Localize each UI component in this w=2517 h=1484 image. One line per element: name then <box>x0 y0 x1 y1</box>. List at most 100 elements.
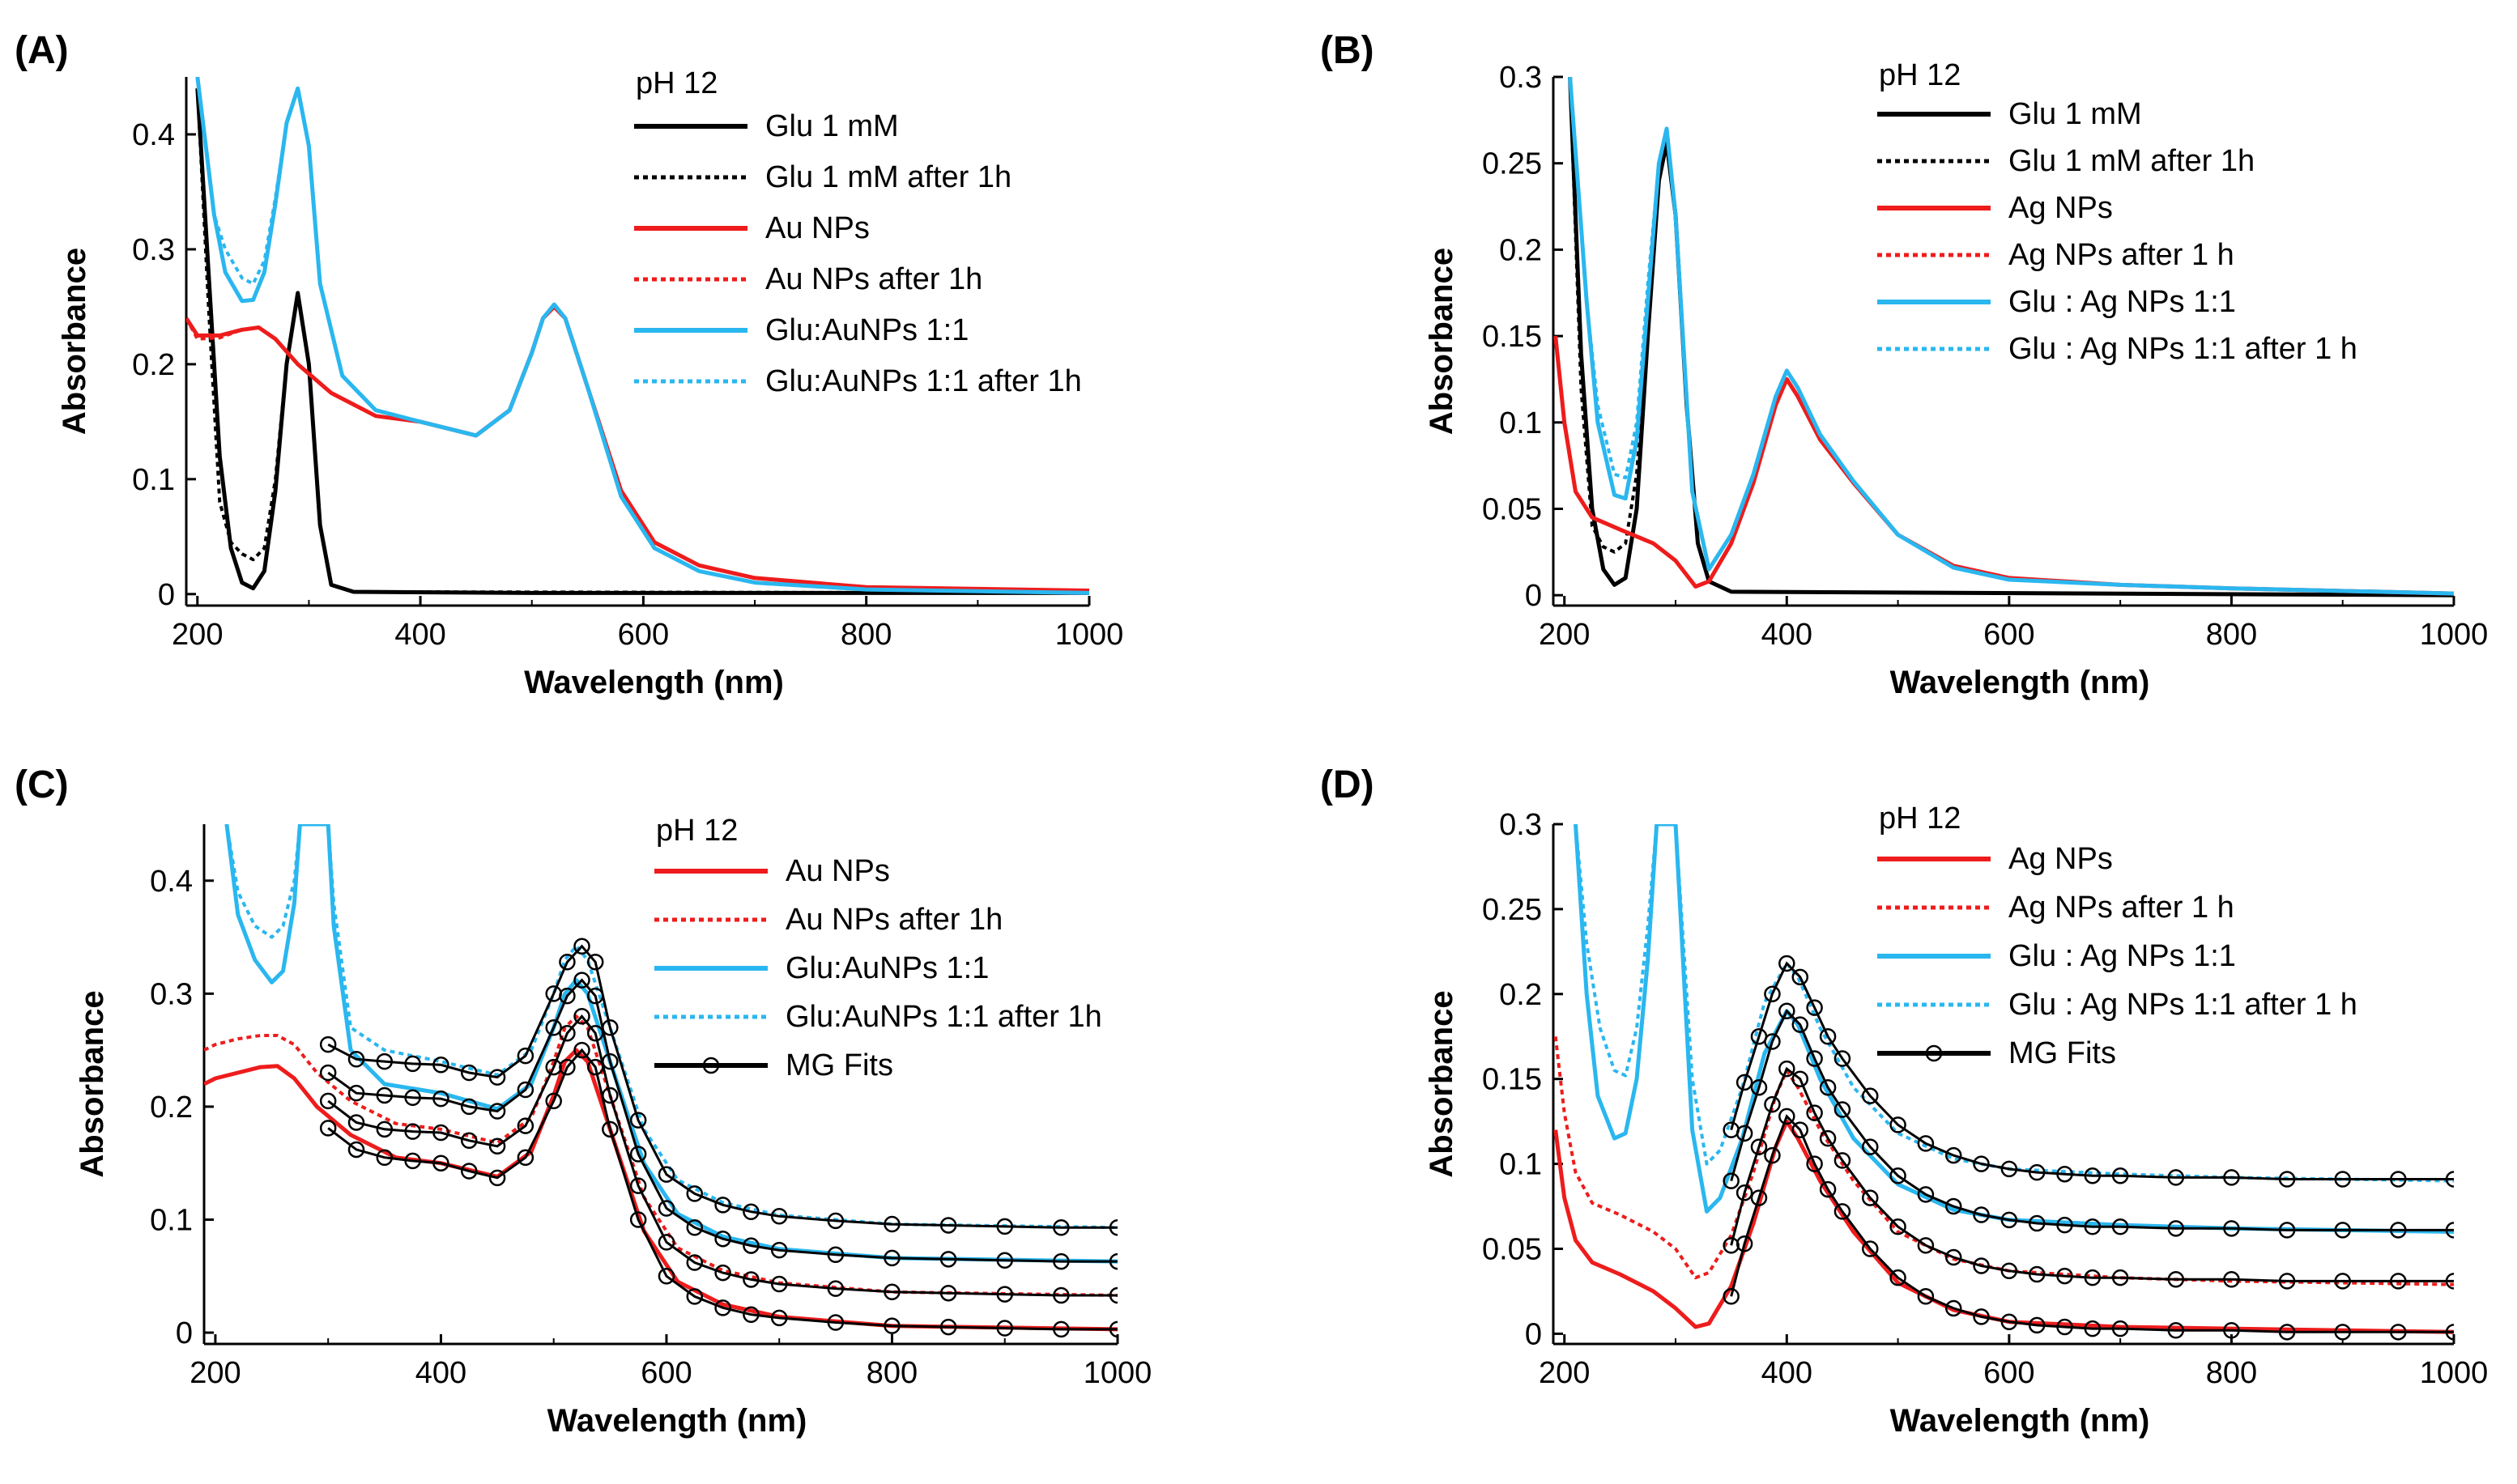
fit-marker <box>827 1280 845 1297</box>
fit-marker <box>2167 1220 2185 1237</box>
fit-marker <box>559 1058 576 1076</box>
y-tick-label: 0 <box>158 578 175 612</box>
fit-marker <box>1819 1180 1837 1198</box>
fit-marker <box>770 1309 788 1327</box>
x-axis-label: Wavelength (nm) <box>1890 665 2150 700</box>
fit-marker <box>2278 1273 2296 1290</box>
fit-marker <box>714 1299 731 1316</box>
legend: pH 12 Au NPs Au NPs after 1h Glu:AuNPs 1:1 G… <box>654 814 1102 1082</box>
x-tick-label: 600 <box>1983 1356 2034 1390</box>
series-line <box>186 304 1089 593</box>
fit-marker <box>770 1275 788 1293</box>
fit-marker <box>1723 1121 1740 1138</box>
legend-label: Glu 1 mM after 1h <box>765 160 1011 194</box>
plot-area <box>186 77 1089 595</box>
fit-marker <box>996 1252 1013 1269</box>
fit-marker <box>714 1264 731 1282</box>
legend: pH 12 Ag NPs Ag NPs after 1 h Glu : Ag NPs … <box>1877 802 2357 1070</box>
fit-marker <box>1833 1203 1851 1220</box>
x-axis-label: Wavelength (nm) <box>1890 1403 2150 1439</box>
series-line <box>1568 77 2454 596</box>
fit-marker <box>602 1018 619 1036</box>
fit-marker <box>2390 1273 2407 1290</box>
legend-item: MG Fits <box>654 1048 893 1082</box>
legend-label: Glu:AuNPs 1:1 <box>786 951 989 985</box>
legend-label: Glu : Ag NPs 1:1 <box>2008 285 2236 319</box>
fit-marker <box>1791 968 1809 986</box>
fit-marker <box>1723 1237 1740 1254</box>
fit-marker <box>939 1217 957 1234</box>
plot-area <box>204 824 1118 1338</box>
fit-marker <box>2084 1269 2102 1286</box>
series-line <box>224 824 1118 1264</box>
x-tick-label: 600 <box>618 618 669 652</box>
fit-marker <box>319 1035 337 1053</box>
fit-marker <box>2390 1222 2407 1239</box>
y-tick-label: 0.3 <box>1499 808 1542 842</box>
panel-label: (B) <box>1320 29 1374 72</box>
fit-marker <box>2278 1222 2296 1239</box>
fit-marker <box>2223 1220 2240 1237</box>
fit-marker <box>1109 1219 1118 1236</box>
legend-label: MG Fits <box>786 1048 893 1082</box>
fit-marker <box>2000 1313 2018 1330</box>
legend-item: Ag NPs <box>1877 191 2113 225</box>
legend-item: Glu : Ag NPs 1:1 <box>1877 285 2236 319</box>
fit-line <box>327 1048 1118 1331</box>
x-tick-label: 800 <box>2206 618 2257 652</box>
legend-label: Glu:AuNPs 1:1 after 1h <box>765 364 1082 398</box>
legend: pH 12 Glu 1 mM Glu 1 mM after 1h Au NPs Au N… <box>634 66 1082 398</box>
fit-marker <box>1889 1167 1906 1184</box>
fit-marker <box>629 1146 647 1163</box>
fit-marker <box>1778 1060 1795 1078</box>
fit-marker <box>629 1211 647 1228</box>
fit-marker <box>2084 1218 2102 1235</box>
fit-marker <box>1917 1135 1935 1152</box>
fit-marker <box>1889 1116 1906 1133</box>
legend-label: Glu : Ag NPs 1:1 after 1 h <box>2008 332 2357 366</box>
fit-marker <box>1973 1308 1990 1325</box>
fit-marker <box>517 1149 534 1166</box>
fit-marker <box>743 1237 760 1254</box>
fit-marker <box>1862 1240 1879 1257</box>
fit-marker <box>2223 1271 2240 1288</box>
fit-marker <box>559 954 576 971</box>
legend-item: Glu 1 mM after 1h <box>1877 144 2255 178</box>
x-tick-label: 800 <box>841 618 892 652</box>
x-tick-label: 1000 <box>1084 1356 1152 1390</box>
legend-item: Au NPs after 1h <box>654 903 1003 937</box>
fit-marker <box>2056 1216 2073 1234</box>
legend-item: Ag NPs after 1 h <box>1877 891 2234 925</box>
panel-c: (C) 200 400 600 800 1000 0 0.1 0.2 0.3 0.4 Waveleng… <box>15 763 1152 1439</box>
fit-marker <box>347 1051 365 1068</box>
fit-marker <box>939 1318 957 1336</box>
fit-marker <box>432 1090 449 1108</box>
fit-marker <box>488 1137 506 1155</box>
legend-label: Glu : Ag NPs 1:1 after 1 h <box>2008 988 2357 1022</box>
x-tick-label: 600 <box>1983 618 2034 652</box>
y-axis-label: Absorbance <box>57 248 92 435</box>
fit-marker <box>770 1241 788 1259</box>
fit-marker <box>347 1114 365 1131</box>
fit-marker <box>573 938 590 955</box>
fit-marker <box>517 1081 534 1099</box>
legend-label: Ag NPs after 1 h <box>2008 891 2234 925</box>
series-glu-aunps-1-1-after-1h <box>195 77 1089 595</box>
fit-marker <box>1806 1155 1823 1172</box>
panel-d: (D) 200 400 600 800 1000 0 0.05 0.1 0.15 0.2 0.25 0.… <box>1320 763 2488 1439</box>
fit-marker <box>517 1117 534 1134</box>
fit-marker <box>319 1064 337 1082</box>
fit-marker <box>2084 1167 2102 1184</box>
legend: pH 12 Glu 1 mM Glu 1 mM after 1h Ag NPs Ag N… <box>1877 58 2357 366</box>
fit-marker <box>1764 985 1781 1003</box>
fit-marker <box>1973 1155 1990 1172</box>
fit-marker <box>1819 1078 1837 1096</box>
fit-marker <box>1973 1206 1990 1223</box>
fit-marker <box>1109 1320 1118 1338</box>
fit-marker <box>432 1057 449 1074</box>
fit-marker <box>1889 1269 1906 1286</box>
y-tick-label: 0.1 <box>1499 1148 1542 1182</box>
fit-marker <box>2278 1171 2296 1188</box>
fit-marker <box>2000 1160 2018 1178</box>
fit-marker <box>1917 1288 1935 1305</box>
